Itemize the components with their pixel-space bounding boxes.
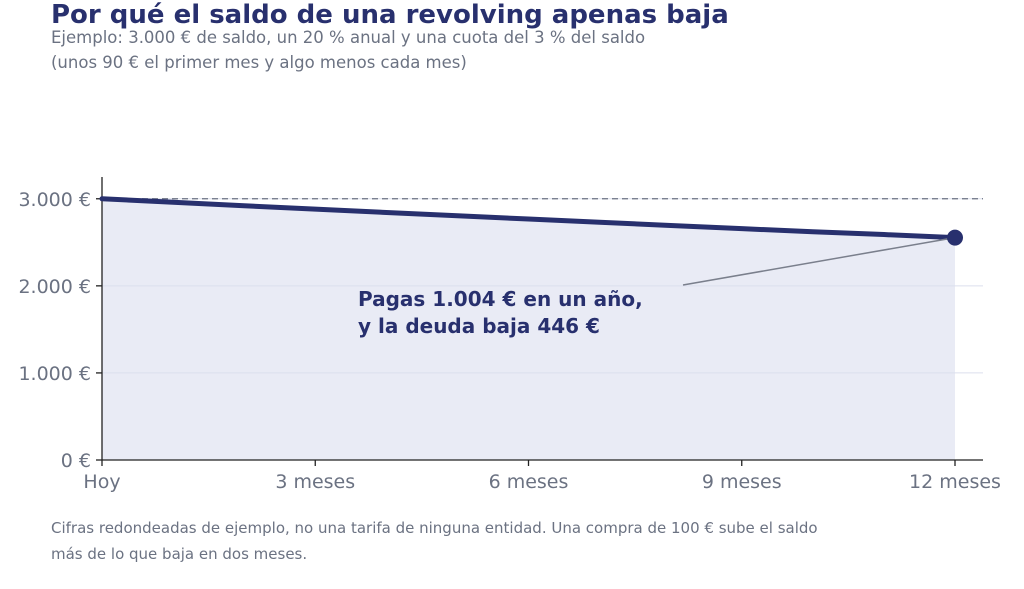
y-tick-label: 3.000 € [18, 189, 91, 211]
chart-title: Por qué el saldo de una revolving apenas… [51, 0, 729, 30]
annotation-text: y la deuda baja 446 € [358, 314, 600, 338]
x-tick-label: 6 meses [489, 471, 569, 493]
annotation-leader [682, 236, 956, 286]
x-tick-label: Hoy [83, 471, 120, 493]
balance-line [99, 196, 958, 241]
y-tick-label: 1.000 € [18, 363, 91, 385]
y-tick-label: 2.000 € [18, 276, 91, 298]
chart-subtitle: Ejemplo: 3.000 € de saldo, un 20 % anual… [51, 28, 646, 72]
x-tick-label: 12 meses [909, 471, 1001, 493]
chart-footnote: Cifras redondeadas de ejemplo, no una ta… [51, 519, 818, 563]
balance-area [102, 198, 955, 460]
x-tick-label: 3 meses [275, 471, 355, 493]
end-point-marker [947, 229, 963, 246]
y-tick-label: 0 € [61, 450, 91, 472]
annotation-text: Pagas 1.004 € en un año, [358, 287, 643, 311]
x-tick-label: 9 meses [702, 471, 782, 493]
